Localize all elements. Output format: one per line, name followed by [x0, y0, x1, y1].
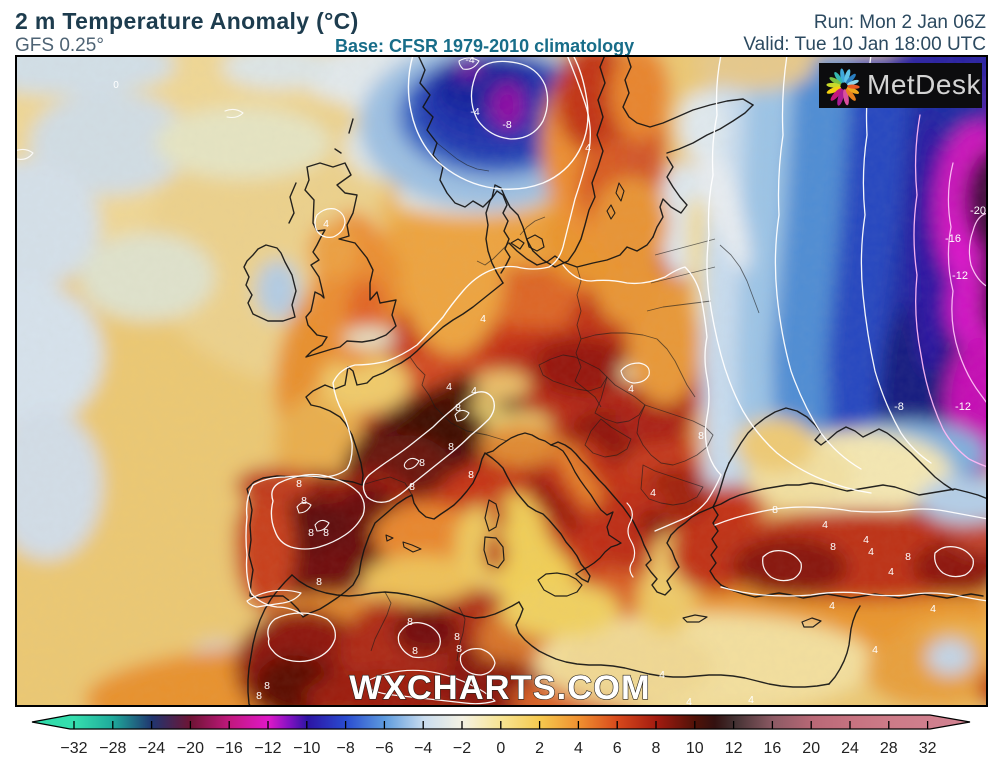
svg-text:-16: -16: [945, 233, 961, 245]
svg-text:4: 4: [574, 740, 583, 757]
svg-text:-8: -8: [502, 119, 511, 131]
svg-text:6: 6: [613, 740, 622, 757]
svg-text:8: 8: [830, 541, 836, 553]
svg-text:28: 28: [880, 740, 898, 757]
svg-text:-12: -12: [955, 401, 971, 413]
svg-text:-12: -12: [952, 270, 968, 282]
svg-text:8: 8: [323, 527, 329, 539]
svg-text:2: 2: [535, 740, 544, 757]
svg-text:4: 4: [659, 669, 665, 681]
svg-text:−2: −2: [453, 740, 471, 757]
svg-text:8: 8: [468, 469, 474, 481]
svg-text:8: 8: [296, 478, 302, 490]
svg-text:WXCHARTS.COM: WXCHARTS.COM: [349, 669, 650, 707]
svg-text:0: 0: [496, 740, 505, 757]
svg-text:8: 8: [455, 402, 461, 414]
svg-text:4: 4: [822, 519, 828, 531]
svg-text:8: 8: [448, 441, 454, 453]
svg-text:−24: −24: [138, 740, 165, 757]
svg-text:8: 8: [456, 643, 462, 655]
svg-text:4: 4: [585, 142, 591, 154]
svg-text:0: 0: [113, 80, 119, 91]
svg-text:8: 8: [316, 576, 322, 588]
svg-text:4: 4: [480, 313, 486, 325]
svg-text:4: 4: [628, 383, 634, 395]
svg-text:4: 4: [748, 694, 754, 706]
svg-text:−28: −28: [99, 740, 126, 757]
svg-text:-4: -4: [470, 106, 479, 118]
svg-text:8: 8: [905, 551, 911, 563]
svg-text:4: 4: [829, 600, 835, 612]
svg-text:−8: −8: [336, 740, 354, 757]
svg-text:8: 8: [264, 680, 270, 692]
svg-text:8: 8: [652, 740, 661, 757]
svg-text:4: 4: [872, 644, 878, 656]
svg-text:8: 8: [412, 645, 418, 657]
svg-text:−16: −16: [216, 740, 243, 757]
svg-text:8: 8: [419, 457, 425, 469]
svg-text:16: 16: [764, 740, 782, 757]
svg-text:4: 4: [686, 696, 692, 707]
svg-text:10: 10: [686, 740, 704, 757]
svg-text:-4: -4: [465, 55, 474, 66]
svg-text:8: 8: [301, 495, 307, 507]
svg-text:4: 4: [446, 381, 452, 393]
svg-text:-20: -20: [970, 205, 986, 217]
svg-text:8: 8: [772, 504, 778, 516]
svg-text:32: 32: [919, 740, 937, 757]
svg-text:8: 8: [256, 690, 262, 702]
svg-text:−4: −4: [414, 740, 432, 757]
svg-text:−10: −10: [293, 740, 320, 757]
svg-text:4: 4: [863, 534, 869, 546]
svg-text:20: 20: [802, 740, 820, 757]
svg-text:4: 4: [930, 603, 936, 615]
svg-text:4: 4: [650, 487, 656, 499]
svg-text:4: 4: [888, 566, 894, 578]
svg-text:24: 24: [841, 740, 859, 757]
svg-text:4: 4: [868, 546, 874, 558]
svg-text:8: 8: [409, 481, 415, 493]
svg-text:4: 4: [471, 385, 477, 397]
svg-text:8: 8: [308, 527, 314, 539]
svg-text:−20: −20: [177, 740, 204, 757]
svg-text:12: 12: [725, 740, 743, 757]
svg-text:8: 8: [407, 616, 413, 628]
svg-text:8: 8: [698, 430, 704, 442]
svg-text:−6: −6: [375, 740, 393, 757]
svg-text:−12: −12: [254, 740, 281, 757]
svg-text:-8: -8: [894, 401, 904, 413]
svg-text:4: 4: [323, 218, 329, 230]
svg-text:−32: −32: [60, 740, 87, 757]
svg-text:8: 8: [454, 631, 460, 643]
